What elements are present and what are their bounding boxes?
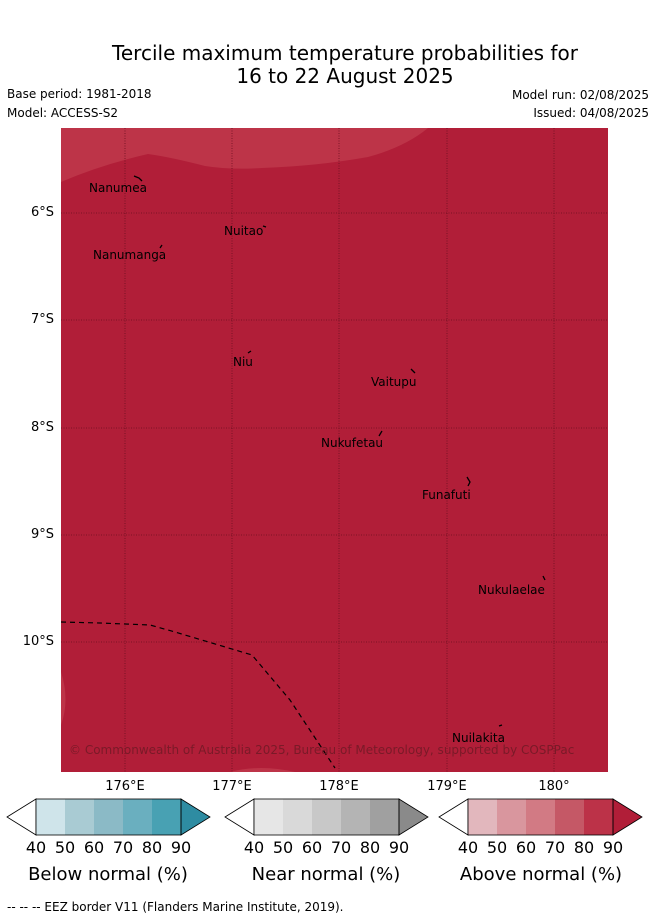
colorbar-near-title: Near normal (%) <box>251 864 401 885</box>
lat-label-7s: 7°S <box>30 312 54 327</box>
colorbar-near-normal <box>224 798 429 836</box>
island-nuilakita <box>498 724 503 727</box>
colorbar-below-normal-segment-70 <box>123 799 152 835</box>
lon-label-179e: 179°E <box>427 779 467 794</box>
place-label-niu: Niu <box>233 355 253 369</box>
lower-probability-region <box>61 128 428 182</box>
colorbar-below-tick-40: 40 <box>25 838 47 857</box>
colorbar-above-tick-90: 90 <box>602 838 624 857</box>
place-label-nukufetau: Nukufetau <box>321 436 384 450</box>
model-run: Model run: 02/08/2025 <box>511 88 649 102</box>
colorbar-below-normal <box>6 798 211 836</box>
colorbar-above-tick-40: 40 <box>457 838 479 857</box>
colorbar-above-normal-segment-80 <box>584 799 613 835</box>
colorbar-above-normal-segment-70 <box>555 799 584 835</box>
colorbar-below-normal-segment-40 <box>36 799 65 835</box>
colorbar-near-normal-max-triangle <box>398 798 429 836</box>
colorbar-near-tick-90: 90 <box>388 838 410 857</box>
colorbar-near-normal-segment-40 <box>254 799 283 835</box>
lon-label-180: 180° <box>538 779 570 794</box>
title-line-2: 16 to 22 August 2025 <box>236 64 454 88</box>
island-nukulaelae <box>542 575 546 581</box>
lon-label-178e: 178°E <box>319 779 359 794</box>
lat-label-9s: 9°S <box>30 527 54 542</box>
colorbar-above-normal-max-triangle <box>612 798 643 836</box>
colorbar-below-tick-50: 50 <box>54 838 76 857</box>
colorbar-below-normal-min-triangle <box>6 798 37 836</box>
island-nukufetau <box>378 430 383 437</box>
lat-label-8s: 8°S <box>30 420 54 435</box>
place-label-nuilakita: Nuilakita <box>452 731 505 745</box>
colorbar-near-tick-50: 50 <box>272 838 294 857</box>
colorbar-above-tick-80: 80 <box>573 838 595 857</box>
colorbar-above-normal-segment-60 <box>526 799 555 835</box>
eez-border-legend: -- -- -- EEZ border V11 (Flanders Marine… <box>7 900 344 914</box>
colorbar-below-tick-80: 80 <box>141 838 163 857</box>
model-name: Model: ACCESS-S2 <box>7 106 119 120</box>
place-label-nukulaelae: Nukulaelae <box>478 583 545 597</box>
colorbar-below-tick-90: 90 <box>170 838 192 857</box>
colorbar-above-tick-50: 50 <box>486 838 508 857</box>
colorbar-near-normal-min-triangle <box>224 798 255 836</box>
lower-probability-bottom <box>230 768 295 772</box>
island-nuitao <box>262 225 267 228</box>
island-nanumanga <box>159 244 163 249</box>
colorbar-above-normal-segment-50 <box>497 799 526 835</box>
title-line-1: Tercile maximum temperature probabilitie… <box>112 41 578 65</box>
island-nanumea <box>133 175 143 182</box>
colorbar-above-normal-frame <box>467 798 614 836</box>
gridlines <box>61 128 608 772</box>
lon-label-177e: 177°E <box>212 779 252 794</box>
colorbar-near-tick-40: 40 <box>243 838 265 857</box>
colorbar-near-normal-frame <box>253 798 400 836</box>
colorbar-above-title: Above normal (%) <box>459 864 623 885</box>
colorbar-near-normal-segment-50 <box>283 799 312 835</box>
lower-probability-edge <box>61 672 66 725</box>
colorbar-above-normal-segment-40 <box>468 799 497 835</box>
colorbar-near-tick-70: 70 <box>330 838 352 857</box>
lon-label-176e: 176°E <box>105 779 145 794</box>
colorbar-near-normal-segment-60 <box>312 799 341 835</box>
colorbar-above-tick-60: 60 <box>515 838 537 857</box>
lat-label-6s: 6°S <box>30 205 54 220</box>
island-niu <box>247 350 252 354</box>
place-label-nanumea: Nanumea <box>89 181 147 195</box>
island-funafuti <box>466 476 471 487</box>
colorbar-above-normal <box>438 798 643 836</box>
place-label-nanumanga: Nanumanga <box>93 248 167 262</box>
colorbar-below-title: Below normal (%) <box>28 864 188 885</box>
lat-label-10s: 10°S <box>22 634 54 649</box>
issued-date: Issued: 04/08/2025 <box>533 106 649 120</box>
place-label-vaitupu: Vaitupu <box>371 375 417 389</box>
colorbar-below-normal-segment-50 <box>65 799 94 835</box>
island-outlines <box>133 175 546 727</box>
map-title: Tercile maximum temperature probabilitie… <box>0 42 655 88</box>
place-label-funafuti: Funafuti <box>422 488 471 502</box>
colorbar-below-tick-70: 70 <box>112 838 134 857</box>
colorbar-near-normal-segment-70 <box>341 799 370 835</box>
probability-field <box>61 128 608 772</box>
colorbar-below-normal-frame <box>35 798 182 836</box>
colorbar-near-tick-80: 80 <box>359 838 381 857</box>
island-vaitupu <box>410 368 416 374</box>
copyright-notice: © Commonwealth of Australia 2025, Bureau… <box>69 743 575 757</box>
eez-border <box>60 621 336 769</box>
colorbar-below-normal-segment-60 <box>94 799 123 835</box>
colorbar-below-normal-segment-80 <box>152 799 181 835</box>
colorbar-near-tick-60: 60 <box>301 838 323 857</box>
place-label-nuitao: Nuitao <box>224 224 264 238</box>
base-period: Base period: 1981-2018 <box>7 87 152 101</box>
colorbar-above-tick-70: 70 <box>544 838 566 857</box>
colorbar-near-normal-segment-80 <box>370 799 399 835</box>
colorbar-above-normal-min-triangle <box>438 798 469 836</box>
colorbar-below-tick-60: 60 <box>83 838 105 857</box>
colorbar-below-normal-max-triangle <box>180 798 211 836</box>
